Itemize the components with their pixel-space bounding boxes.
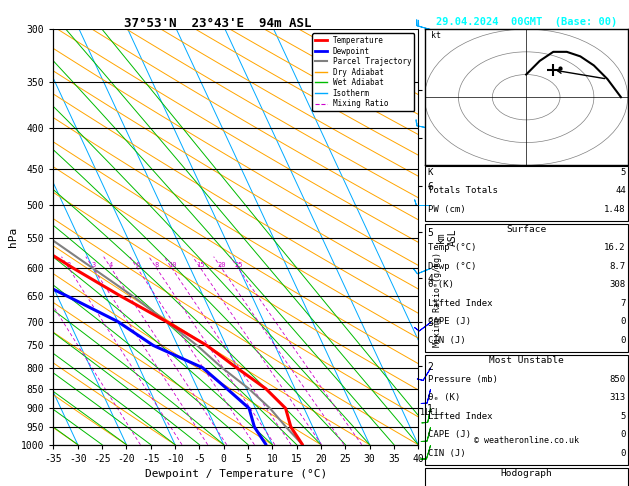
X-axis label: Dewpoint / Temperature (°C): Dewpoint / Temperature (°C): [145, 469, 327, 479]
Text: CIN (J): CIN (J): [428, 336, 465, 345]
Text: CAPE (J): CAPE (J): [428, 317, 470, 327]
Text: θₑ (K): θₑ (K): [428, 393, 460, 402]
Text: 6: 6: [135, 262, 140, 268]
Text: Dewp (°C): Dewp (°C): [428, 262, 476, 271]
Text: θₑ(K): θₑ(K): [428, 280, 455, 290]
Text: Lifted Index: Lifted Index: [428, 299, 493, 308]
Legend: Temperature, Dewpoint, Parcel Trajectory, Dry Adiabat, Wet Adiabat, Isotherm, Mi: Temperature, Dewpoint, Parcel Trajectory…: [312, 33, 415, 111]
Text: 308: 308: [610, 280, 626, 290]
Text: kt: kt: [431, 31, 442, 40]
Text: 1.48: 1.48: [604, 205, 626, 214]
Text: 37°53'N  23°43'E  94m ASL: 37°53'N 23°43'E 94m ASL: [124, 17, 311, 30]
Text: 15: 15: [196, 262, 205, 268]
Text: Lifted Index: Lifted Index: [428, 412, 493, 421]
Text: PW (cm): PW (cm): [428, 205, 465, 214]
Text: K: K: [428, 168, 433, 177]
Text: 0: 0: [620, 317, 626, 327]
Text: 8: 8: [155, 262, 159, 268]
Text: CAPE (J): CAPE (J): [428, 430, 470, 439]
Text: Hodograph: Hodograph: [500, 469, 552, 478]
Text: 7: 7: [620, 299, 626, 308]
Text: CIN (J): CIN (J): [428, 449, 465, 458]
Text: 0: 0: [620, 449, 626, 458]
Text: Pressure (mb): Pressure (mb): [428, 375, 498, 384]
Text: Mixing Ratio (g/kg): Mixing Ratio (g/kg): [433, 252, 442, 347]
Text: Surface: Surface: [506, 225, 546, 234]
Text: 10: 10: [168, 262, 176, 268]
Text: 1LCL: 1LCL: [420, 408, 440, 417]
Text: 2: 2: [67, 262, 71, 268]
Text: Totals Totals: Totals Totals: [428, 186, 498, 195]
Text: 3: 3: [91, 262, 96, 268]
Text: 29.04.2024  00GMT  (Base: 00): 29.04.2024 00GMT (Base: 00): [435, 17, 617, 27]
Y-axis label: km
ASL: km ASL: [436, 228, 457, 246]
Text: Temp (°C): Temp (°C): [428, 243, 476, 253]
Text: 313: 313: [610, 393, 626, 402]
Text: 0: 0: [620, 430, 626, 439]
Y-axis label: hPa: hPa: [8, 227, 18, 247]
Text: Most Unstable: Most Unstable: [489, 356, 564, 365]
Text: 16.2: 16.2: [604, 243, 626, 253]
Text: 5: 5: [620, 168, 626, 177]
Text: 5: 5: [620, 412, 626, 421]
Text: 850: 850: [610, 375, 626, 384]
Text: 20: 20: [218, 262, 226, 268]
Text: 44: 44: [615, 186, 626, 195]
Text: 8.7: 8.7: [610, 262, 626, 271]
Text: 4: 4: [109, 262, 113, 268]
Text: 25: 25: [234, 262, 243, 268]
Text: © weatheronline.co.uk: © weatheronline.co.uk: [474, 435, 579, 445]
Text: 0: 0: [620, 336, 626, 345]
